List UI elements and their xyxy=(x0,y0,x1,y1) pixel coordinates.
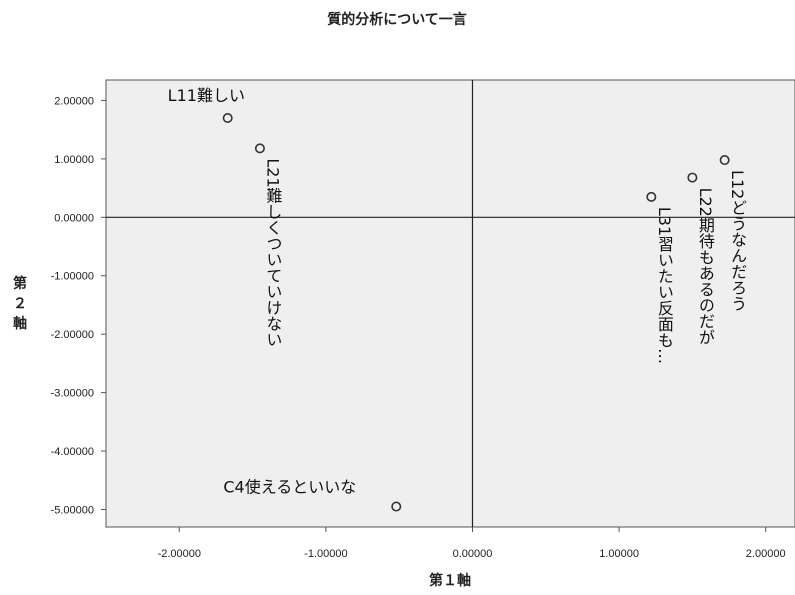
y-axis-title-char: 第 xyxy=(13,275,27,292)
y-tick-label: -1.00000 xyxy=(51,271,94,283)
y-tick-label: 2.00000 xyxy=(54,95,94,107)
data-point xyxy=(646,191,657,202)
data-point xyxy=(391,501,402,512)
y-axis-title: 第 ２ 軸 xyxy=(13,275,27,332)
y-tick-label: -2.00000 xyxy=(51,329,94,341)
point-label: L11難しい xyxy=(168,86,245,105)
point-label: L31習いたい反面も… xyxy=(655,207,674,364)
data-point xyxy=(719,155,730,166)
x-tick-label: -1.00000 xyxy=(304,548,347,560)
data-point xyxy=(222,112,233,123)
reference-lines xyxy=(106,80,795,527)
x-tick-label: 1.00000 xyxy=(599,548,639,560)
axis-ticks: -2.00000 -1.00000 0.00000 1.00000 2.00000 2.0… xyxy=(51,95,786,560)
x-tick-label: 2.00000 xyxy=(746,548,786,560)
point-label: L21難しくついていけない xyxy=(263,158,282,347)
y-tick-label: 1.00000 xyxy=(54,154,94,166)
y-axis-title-char: ２ xyxy=(13,296,27,312)
y-axis-title-char: 軸 xyxy=(13,315,27,332)
point-label: C4使えるといいな xyxy=(223,478,356,497)
data-point xyxy=(254,143,265,154)
x-axis-title: 第１軸 xyxy=(429,572,471,589)
y-tick-label: -4.00000 xyxy=(51,446,94,458)
chart-title: 質的分析について一言 xyxy=(327,11,467,28)
data-point xyxy=(687,172,698,183)
point-labels: L11難しい L21難しくついていけない C4使えるといいな L31習いたい反面も… L… xyxy=(168,86,747,497)
x-tick-label: -2.00000 xyxy=(158,548,201,560)
point-label: L12どうなんだろう xyxy=(728,170,747,311)
y-tick-label: -5.00000 xyxy=(51,504,94,516)
data-points xyxy=(222,112,730,512)
point-label: L22期待もあるのだが xyxy=(696,188,715,345)
x-tick-label: 0.00000 xyxy=(453,548,493,560)
y-tick-label: 0.00000 xyxy=(54,212,94,224)
y-tick-label: -3.00000 xyxy=(51,388,94,400)
plot-area xyxy=(105,79,795,528)
